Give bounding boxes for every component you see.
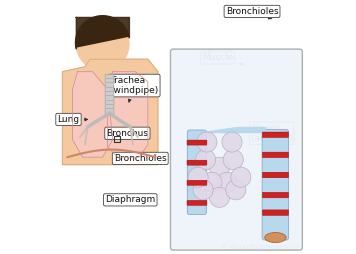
- Text: Bronchioles: Bronchioles: [226, 7, 278, 19]
- FancyBboxPatch shape: [187, 140, 207, 145]
- Circle shape: [76, 18, 129, 70]
- Circle shape: [209, 157, 230, 177]
- Text: Muscle: Muscle: [202, 53, 244, 65]
- Circle shape: [195, 150, 216, 170]
- Polygon shape: [73, 72, 113, 157]
- FancyBboxPatch shape: [262, 210, 288, 215]
- Circle shape: [223, 150, 243, 170]
- Text: Bronchus: Bronchus: [106, 129, 148, 138]
- FancyBboxPatch shape: [187, 200, 207, 205]
- Polygon shape: [62, 59, 158, 165]
- FancyBboxPatch shape: [171, 49, 302, 250]
- Polygon shape: [203, 127, 265, 132]
- Polygon shape: [108, 72, 148, 157]
- FancyBboxPatch shape: [105, 74, 114, 116]
- Circle shape: [209, 187, 230, 208]
- FancyBboxPatch shape: [262, 192, 288, 198]
- FancyBboxPatch shape: [262, 172, 288, 178]
- Polygon shape: [75, 16, 129, 47]
- Ellipse shape: [265, 232, 286, 243]
- FancyBboxPatch shape: [95, 59, 110, 78]
- FancyBboxPatch shape: [187, 160, 207, 165]
- FancyBboxPatch shape: [262, 152, 288, 158]
- Bar: [114, 136, 120, 142]
- Circle shape: [193, 180, 213, 200]
- FancyBboxPatch shape: [262, 132, 288, 138]
- Text: Lung: Lung: [57, 115, 88, 124]
- Circle shape: [231, 167, 251, 187]
- FancyBboxPatch shape: [262, 130, 288, 240]
- Circle shape: [202, 172, 222, 192]
- Text: Bronchioles: Bronchioles: [114, 154, 167, 163]
- Circle shape: [217, 172, 237, 192]
- FancyBboxPatch shape: [187, 130, 206, 214]
- Text: Diaphragm: Diaphragm: [105, 195, 156, 204]
- Text: Alveoli
(air sacs): Alveoli (air sacs): [251, 124, 292, 143]
- Text: © AboutKidsHealth.ca: © AboutKidsHealth.ca: [221, 244, 299, 250]
- FancyBboxPatch shape: [187, 180, 207, 185]
- Circle shape: [188, 167, 208, 187]
- Text: Trachea
(windpipe): Trachea (windpipe): [110, 76, 158, 102]
- Circle shape: [226, 180, 246, 200]
- Circle shape: [197, 132, 217, 152]
- Circle shape: [222, 132, 242, 152]
